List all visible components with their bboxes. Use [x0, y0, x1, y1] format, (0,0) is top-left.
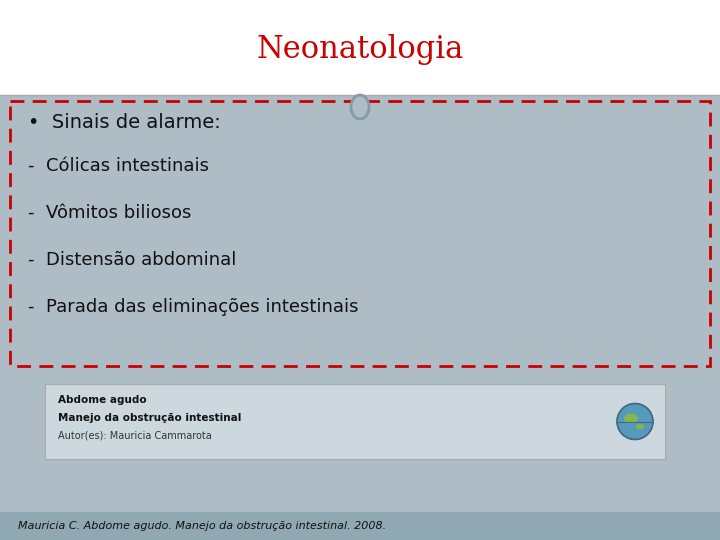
Bar	[0, 512, 720, 540]
Ellipse shape	[636, 423, 644, 429]
Text: Manejo da obstrução intestinal: Manejo da obstrução intestinal	[58, 413, 241, 423]
Ellipse shape	[351, 95, 369, 119]
Bar	[45, 384, 665, 459]
Ellipse shape	[624, 414, 638, 423]
Text: Abdome agudo: Abdome agudo	[58, 395, 147, 405]
Text: -  Vômitos biliosos: - Vômitos biliosos	[28, 204, 192, 222]
Text: Neonatologia: Neonatologia	[256, 34, 464, 65]
Bar	[0, 0, 720, 95]
Circle shape	[617, 403, 653, 440]
Text: •  Sinais de alarme:: • Sinais de alarme:	[28, 113, 221, 132]
Text: Mauricia C. Abdome agudo. Manejo da obstrução intestinal. 2008.: Mauricia C. Abdome agudo. Manejo da obst…	[18, 521, 386, 531]
Bar	[10, 101, 710, 366]
Text: -  Parada das eliminações intestinais: - Parada das eliminações intestinais	[28, 298, 359, 316]
Text: -  Cólicas intestinais: - Cólicas intestinais	[28, 157, 209, 175]
Text: -  Distensão abdominal: - Distensão abdominal	[28, 251, 236, 269]
Text: Autor(es): Mauricia Cammarota: Autor(es): Mauricia Cammarota	[58, 431, 212, 441]
